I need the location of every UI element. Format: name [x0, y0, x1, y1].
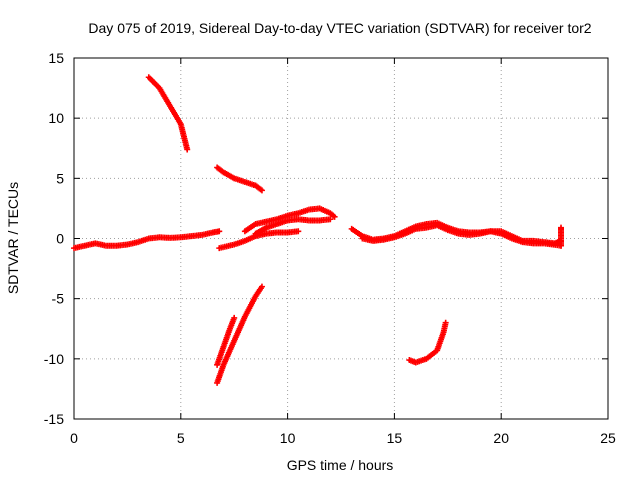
x-axis-label: GPS time / hours — [287, 457, 394, 473]
data-point — [295, 228, 302, 235]
x-tick-label: 0 — [70, 430, 78, 446]
series-track-afternoon-low — [359, 222, 565, 249]
y-tick-label: 0 — [56, 231, 64, 247]
y-tick-label: -5 — [52, 291, 65, 307]
x-tick-label: 15 — [387, 430, 403, 446]
x-tick-label: 20 — [493, 430, 509, 446]
y-tick-label: 10 — [48, 110, 64, 126]
chart-title: Day 075 of 2019, Sidereal Day-to-day VTE… — [88, 20, 591, 36]
data-point — [258, 187, 265, 194]
y-tick-label: -15 — [44, 411, 64, 427]
x-tick-label: 5 — [177, 430, 185, 446]
series-track-rising-middle — [216, 228, 302, 252]
data-point — [216, 228, 223, 235]
data-point — [231, 314, 238, 321]
series-track-ascending-low-b — [214, 314, 238, 368]
data-point — [558, 224, 565, 231]
series-track-descending-mid — [214, 164, 265, 194]
x-tick-label: 25 — [600, 430, 616, 446]
y-tick-label: -10 — [44, 351, 64, 367]
y-tick-label: 5 — [56, 170, 64, 186]
series-track-ascending-low-a — [214, 283, 265, 386]
data-marks — [71, 74, 565, 386]
series-track-descending-high — [145, 74, 191, 153]
data-point — [184, 146, 191, 153]
data-point — [442, 319, 449, 326]
y-tick-label: 15 — [48, 50, 64, 66]
x-tick-label: 10 — [280, 430, 296, 446]
axis-ticks: 0 5 10 15 20 25 -15 -10 -5 0 5 10 15 — [44, 50, 616, 446]
data-point — [331, 213, 338, 220]
y-axis-label: SDTVAR / TECUs — [5, 182, 21, 294]
series-track-hump-lower — [252, 216, 334, 237]
data-point — [327, 216, 334, 223]
series-track-end-spike — [558, 224, 565, 249]
series-track-evening-low — [406, 319, 449, 366]
data-point — [258, 283, 265, 290]
series-track-baseline-1 — [71, 228, 223, 252]
